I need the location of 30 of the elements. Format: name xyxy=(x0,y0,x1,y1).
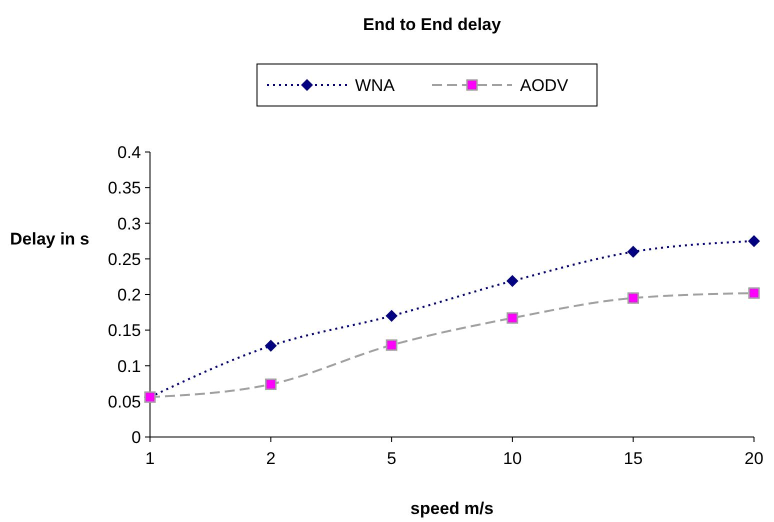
y-tick-label: 0.4 xyxy=(117,143,141,162)
point xyxy=(506,312,518,324)
point xyxy=(506,274,518,287)
x-tick-label: 10 xyxy=(502,449,522,468)
legend-label: WNA xyxy=(355,76,396,95)
point xyxy=(386,339,398,351)
y-tick-label: 0.2 xyxy=(117,286,141,304)
x-tick-label: 2 xyxy=(266,449,276,468)
y-tick-label: 0.05 xyxy=(108,392,141,412)
y-axis-title: Delay in s xyxy=(10,230,90,249)
x-tick-label: 1 xyxy=(145,449,155,468)
y-tick-label: 0.1 xyxy=(117,356,141,376)
point xyxy=(265,378,277,390)
point xyxy=(264,340,277,352)
legend-label: AODV xyxy=(520,76,569,95)
point xyxy=(627,246,640,258)
point xyxy=(748,287,760,299)
point xyxy=(748,235,760,248)
y-tick-label: 0.3 xyxy=(117,214,141,234)
y-tick-label: 0.35 xyxy=(108,178,141,198)
y-tick-label: 0 xyxy=(132,428,141,447)
chart-title: End to End delay xyxy=(363,15,502,34)
y-tick-label: 0.25 xyxy=(108,250,141,269)
x-tick-label: 5 xyxy=(386,449,396,468)
x-tick-label: 20 xyxy=(744,449,764,468)
point xyxy=(386,310,398,322)
y-tick-label: 0.15 xyxy=(108,321,141,340)
x-axis-title: speed m/s xyxy=(410,499,494,518)
point xyxy=(627,292,639,304)
x-tick-label: 15 xyxy=(624,449,643,468)
